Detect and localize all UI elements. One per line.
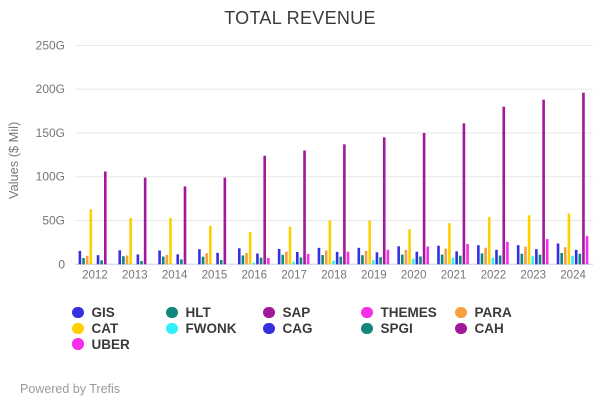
svg-text:2013: 2013 — [122, 269, 148, 281]
svg-text:2017: 2017 — [281, 269, 307, 281]
svg-text:2014: 2014 — [162, 269, 188, 281]
svg-text:2019: 2019 — [361, 269, 387, 281]
svg-text:2018: 2018 — [321, 269, 347, 281]
svg-text:100G: 100G — [36, 170, 65, 184]
svg-text:2012: 2012 — [82, 269, 108, 281]
svg-text:2024: 2024 — [560, 269, 586, 281]
svg-text:2015: 2015 — [202, 269, 228, 281]
svg-text:200G: 200G — [36, 82, 65, 96]
svg-text:50G: 50G — [42, 214, 65, 228]
svg-text:2023: 2023 — [520, 269, 546, 281]
svg-text:2021: 2021 — [441, 269, 467, 281]
svg-text:250G: 250G — [36, 38, 65, 52]
svg-text:2022: 2022 — [481, 269, 507, 281]
svg-text:150G: 150G — [36, 126, 65, 140]
svg-text:2016: 2016 — [242, 269, 268, 281]
svg-text:2020: 2020 — [401, 269, 427, 281]
svg-text:0: 0 — [58, 257, 65, 271]
